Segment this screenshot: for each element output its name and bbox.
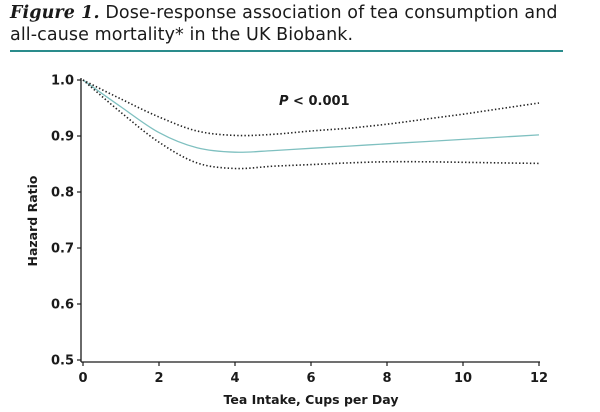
y-tick-label: 0.9 (51, 130, 74, 145)
p-value-text: < 0.001 (289, 94, 350, 109)
p-value-annotation: P < 0.001 (279, 94, 350, 109)
x-tick-label: 8 (382, 371, 391, 386)
y-tick-label: 0.6 (51, 298, 74, 313)
series-line-hazard-ratio (82, 79, 540, 153)
figure-label: Figure 1. (10, 3, 100, 23)
series-line-lower-95-ci (82, 79, 540, 170)
x-tick-label: 4 (230, 371, 239, 386)
axes: 0.5 0.6 0.7 0.8 0.9 1.0 0 2 4 6 8 10 12 (51, 74, 548, 387)
figure-caption-text: Dose-response association of tea consump… (10, 3, 558, 45)
series-line-upper-95-ci (82, 79, 540, 137)
figure-caption: Figure 1. Dose-response association of t… (10, 2, 570, 46)
x-tick-label: 10 (454, 371, 472, 386)
y-tick-label: 1.0 (51, 74, 74, 89)
x-tick-label: 12 (530, 371, 548, 386)
x-tick-label: 2 (154, 371, 163, 386)
y-tick-label: 0.7 (51, 242, 74, 257)
x-axis-label: Tea Intake, Cups per Day (224, 392, 399, 407)
x-tick-label: 0 (78, 371, 87, 386)
p-value-prefix: P (279, 94, 289, 109)
y-tick-label: 0.5 (51, 354, 74, 369)
series-group (82, 79, 540, 170)
caption-rule (10, 50, 563, 52)
y-axis-label: Hazard Ratio (25, 175, 40, 266)
y-tick-label: 0.8 (51, 186, 74, 201)
x-tick-label: 6 (306, 371, 315, 386)
